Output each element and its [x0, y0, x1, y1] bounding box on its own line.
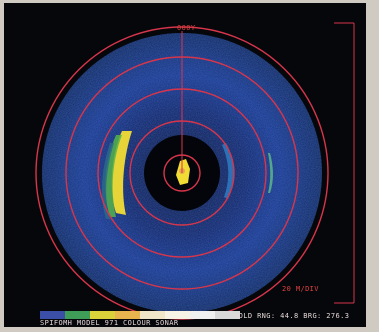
sonar-screen: 000Y 20 M/DIV SPIFOMH MODEL 971 COLOUR S…	[4, 3, 366, 327]
range-ring-5	[35, 26, 329, 320]
palette-swatch	[90, 311, 115, 319]
palette-swatch	[40, 311, 65, 319]
scale-label: 20 M/DIV	[282, 285, 319, 293]
palette-swatch	[190, 311, 215, 319]
color-palette	[40, 311, 240, 319]
model-label: SPIFOMH MODEL 971 COLOUR SONAR	[40, 319, 179, 327]
echo-arc-right	[222, 143, 234, 199]
palette-swatch	[65, 311, 90, 319]
bearing-marker: 000Y	[177, 24, 196, 32]
palette-swatch	[165, 311, 190, 319]
sonar-display	[35, 22, 355, 320]
palette-swatch	[215, 311, 240, 319]
echo-arc-far-right	[268, 153, 273, 193]
echo-band-left-outer	[101, 143, 114, 219]
range-rings	[35, 26, 329, 320]
palette-swatch	[115, 311, 140, 319]
palette-swatch	[140, 311, 165, 319]
echo-band-left	[111, 131, 132, 215]
range-bearing-readout: HOLD RNG: 44.8 BRG: 276.3	[234, 312, 350, 320]
